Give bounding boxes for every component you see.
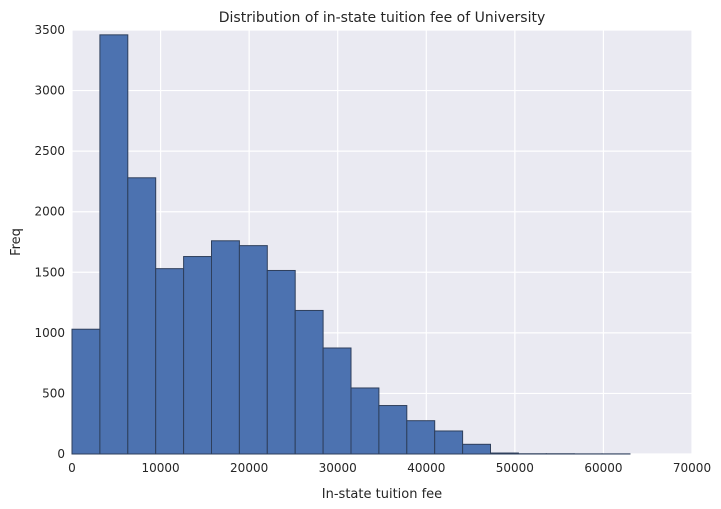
histogram-bar xyxy=(406,420,436,455)
histogram-bar xyxy=(183,256,213,455)
x-tick-label: 20000 xyxy=(230,461,268,475)
x-axis-label: In-state tuition fee xyxy=(322,487,442,502)
y-tick-label: 0 xyxy=(57,447,65,461)
x-tick-labels: 0 10000 20000 30000 40000 50000 60000 70000 xyxy=(68,461,711,475)
histogram-bar xyxy=(238,245,268,455)
y-axis-label: Freq xyxy=(9,228,24,256)
histogram-bar xyxy=(71,328,101,455)
histogram-bar xyxy=(322,347,352,455)
histogram-bar xyxy=(294,309,324,455)
histogram-bar xyxy=(127,177,157,455)
histogram-bar xyxy=(462,443,492,455)
y-tick-label: 1500 xyxy=(34,265,65,279)
histogram-bar xyxy=(266,269,296,455)
chart-title: Distribution of in-state tuition fee of … xyxy=(219,10,546,26)
histogram-bar xyxy=(211,240,240,455)
x-tick-label: 30000 xyxy=(319,461,357,475)
y-tick-label: 500 xyxy=(42,386,65,400)
histogram-bar xyxy=(99,34,129,455)
histogram-bar xyxy=(350,387,380,455)
y-tick-label: 2000 xyxy=(34,205,65,219)
x-tick-label: 10000 xyxy=(141,461,179,475)
y-tick-label: 3000 xyxy=(34,84,65,98)
y-tick-label: 2500 xyxy=(34,144,65,158)
histogram-bar xyxy=(155,268,185,455)
y-tick-labels: 0 500 1000 1500 2000 2500 3000 3500 xyxy=(34,23,65,461)
x-tick-label: 40000 xyxy=(407,461,445,475)
x-tick-label: 0 xyxy=(68,461,76,475)
x-tick-label: 70000 xyxy=(673,461,711,475)
y-tick-label: 3500 xyxy=(34,23,65,37)
x-tick-label: 50000 xyxy=(496,461,534,475)
histogram-bar xyxy=(378,405,408,455)
x-tick-label: 60000 xyxy=(584,461,622,475)
histogram-bars xyxy=(71,34,631,455)
y-tick-label: 1000 xyxy=(34,326,65,340)
histogram-bar xyxy=(490,452,519,455)
histogram-bar xyxy=(434,430,464,455)
